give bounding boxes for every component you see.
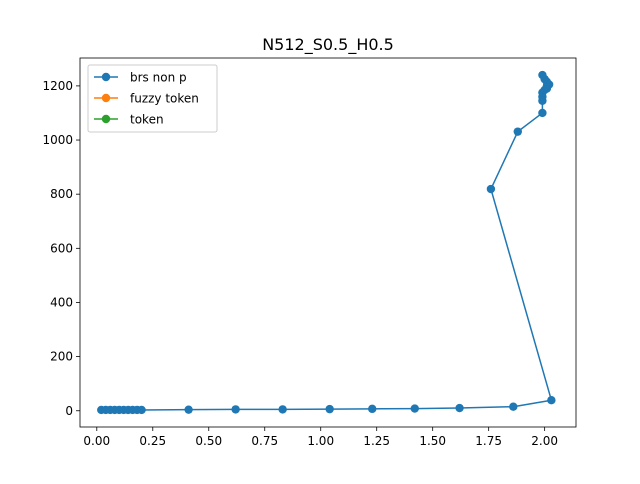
data-point [509, 402, 518, 411]
legend-label-1: fuzzy token [130, 92, 199, 106]
data-point [231, 405, 240, 414]
chart-title: N512_S0.5_H0.5 [262, 35, 394, 55]
data-point [410, 404, 419, 413]
x-tick-label: 2.00 [531, 434, 558, 448]
y-tick-label: 600 [50, 241, 73, 255]
data-point [538, 108, 547, 118]
data-point [278, 405, 287, 414]
y-tick-label: 800 [50, 187, 73, 201]
plot-area: 0.00 0.25 0.50 0.75 1.00 1.25 1.50 1.75 2.00 0 200… [42, 57, 577, 448]
x-tick-label: 0.75 [251, 434, 278, 448]
y-tick-label: 1000 [42, 133, 73, 147]
data-point [547, 396, 556, 405]
data-point [368, 404, 377, 414]
data-point [184, 405, 193, 414]
y-tick-label: 0 [65, 404, 73, 418]
data-point [137, 405, 146, 415]
x-tick-label: 1.75 [475, 434, 502, 448]
y-tick-label: 400 [50, 295, 73, 309]
legend-label-0: brs non p [130, 71, 187, 85]
y-tick-label: 1200 [42, 79, 73, 93]
x-tick-label: 1.25 [363, 434, 390, 448]
x-tick-label: 1.50 [419, 434, 446, 448]
legend-box [87, 64, 218, 133]
legend-label-2: token [130, 113, 164, 127]
x-tick-label: 0.00 [83, 434, 110, 448]
legend-marker-0 [101, 72, 111, 82]
data-point [538, 70, 547, 80]
data-point [325, 404, 334, 414]
y-tick-label: 200 [50, 350, 73, 364]
axes-frame [79, 57, 577, 428]
x-tick-label: 0.25 [139, 434, 166, 448]
x-tick-label: 1.00 [307, 434, 334, 448]
legend-marker-1 [101, 93, 111, 103]
data-point [486, 184, 496, 194]
x-tick-label: 0.50 [195, 434, 222, 448]
data-point [513, 127, 522, 136]
legend-marker-2 [101, 114, 111, 124]
data-point [455, 403, 464, 413]
